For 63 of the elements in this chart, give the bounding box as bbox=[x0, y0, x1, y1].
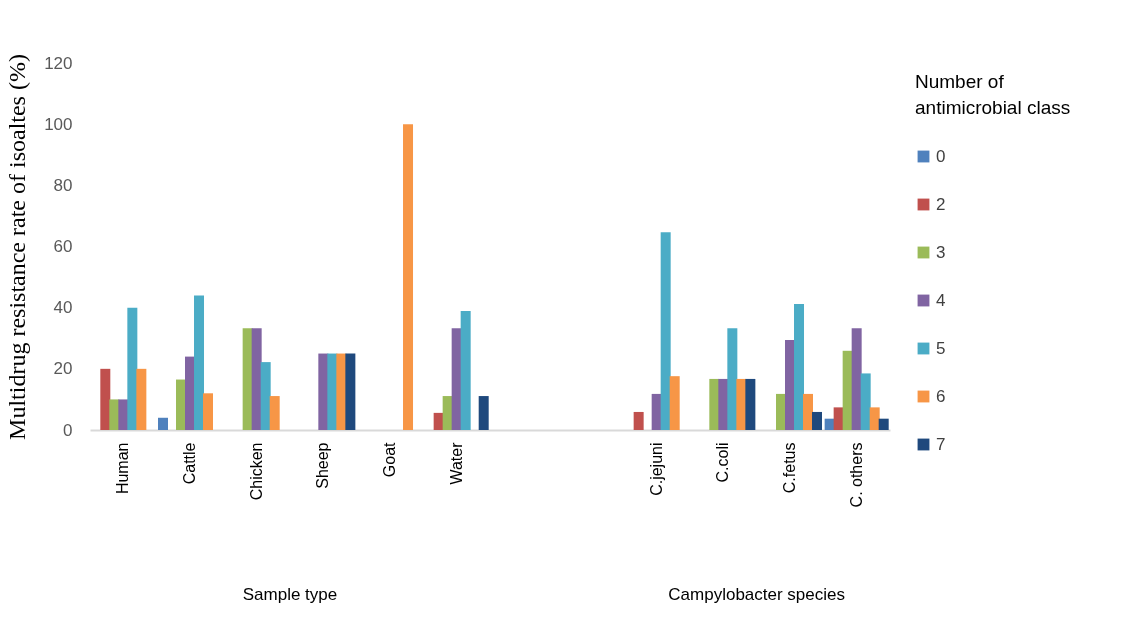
bar bbox=[833, 407, 844, 430]
legend-label: 3 bbox=[936, 242, 946, 262]
y-tick-label: 60 bbox=[53, 237, 73, 256]
y-axis-title: Multidrug resistance rate of isoaltes (%) bbox=[4, 54, 31, 440]
bar bbox=[812, 411, 823, 430]
y-tick-label: 100 bbox=[44, 114, 73, 134]
bar bbox=[100, 368, 111, 430]
bar bbox=[727, 328, 738, 430]
bar bbox=[269, 396, 280, 430]
bar bbox=[127, 307, 138, 430]
bar bbox=[194, 295, 205, 430]
x-tick-label: Sheep bbox=[314, 442, 332, 489]
text: Campylobacter species bbox=[668, 585, 846, 604]
x-tick-label: Human bbox=[114, 442, 132, 495]
x-tick-label: C.coli bbox=[714, 442, 732, 483]
y-tick-label: 20 bbox=[53, 359, 73, 379]
bar bbox=[109, 399, 120, 430]
legend-label: 6 bbox=[936, 386, 946, 406]
x-tick-label: Chicken bbox=[247, 442, 265, 501]
bar bbox=[403, 124, 414, 430]
legend-label: 4 bbox=[936, 290, 946, 310]
legend-label: 0 bbox=[936, 146, 946, 166]
bar bbox=[442, 396, 453, 430]
bar bbox=[660, 232, 671, 430]
bar bbox=[118, 399, 129, 430]
bar bbox=[345, 353, 356, 430]
bar bbox=[803, 393, 814, 430]
bar bbox=[709, 378, 720, 430]
legend-label: 5 bbox=[936, 338, 946, 358]
x-tick-label: C.jejuni bbox=[647, 442, 665, 496]
x-tick-label: C.fetus bbox=[781, 442, 798, 494]
x-tick-label: Cattle bbox=[181, 442, 198, 485]
legend-title: Number of antimicrobial class bbox=[915, 71, 1071, 118]
y-tick-label: 80 bbox=[53, 175, 73, 195]
bar bbox=[869, 407, 880, 430]
x-tick-label: Water bbox=[447, 441, 465, 485]
y-tick-label: 0 bbox=[63, 420, 73, 440]
bar bbox=[460, 311, 471, 430]
bar bbox=[745, 378, 756, 430]
x-tick-label: Goat bbox=[381, 441, 398, 478]
bar bbox=[478, 396, 489, 430]
bar bbox=[718, 378, 729, 430]
bar bbox=[136, 368, 147, 430]
bar bbox=[260, 362, 271, 430]
bar bbox=[794, 304, 805, 430]
text: Sample type bbox=[242, 585, 338, 604]
bar bbox=[185, 356, 195, 430]
bar bbox=[775, 393, 786, 430]
bar bbox=[251, 328, 262, 430]
bar bbox=[736, 378, 747, 430]
bar bbox=[651, 393, 662, 430]
bar bbox=[203, 393, 214, 430]
legend-label: 7 bbox=[936, 434, 946, 454]
bar bbox=[157, 417, 168, 430]
y-tick-label: 40 bbox=[53, 298, 73, 318]
bar bbox=[669, 376, 680, 430]
bar bbox=[878, 418, 889, 430]
x-tick-label: C. others bbox=[847, 442, 865, 508]
bar bbox=[633, 411, 644, 430]
bar bbox=[851, 328, 862, 430]
y-tick-label: 120 bbox=[44, 53, 73, 73]
bar bbox=[860, 373, 871, 430]
legend-label: 2 bbox=[936, 194, 946, 214]
